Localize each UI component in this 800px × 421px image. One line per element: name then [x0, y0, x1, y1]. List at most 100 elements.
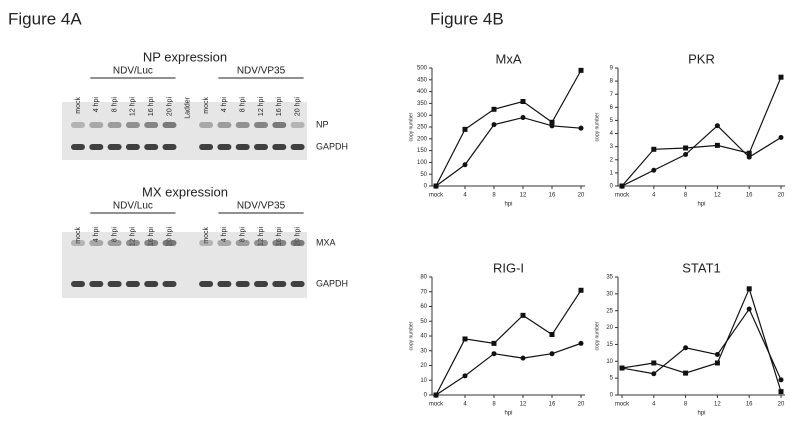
lane-label: 4 hpi [93, 97, 100, 113]
point [491, 122, 497, 128]
band [235, 281, 250, 287]
panel-title: NP expression [143, 49, 227, 64]
band [217, 122, 232, 128]
y-tick-label: 20 [420, 363, 427, 369]
point [549, 351, 555, 357]
band [107, 281, 122, 287]
band [272, 144, 287, 150]
point [520, 99, 526, 105]
x-tick-label: 16 [549, 193, 556, 199]
series-line [435, 70, 582, 187]
band [272, 122, 287, 128]
figure-b-title: Figure 4B [430, 9, 504, 28]
y-tick-label: 6 [610, 105, 614, 111]
lane-label: 8 hpi [240, 227, 247, 243]
point [651, 371, 657, 377]
lane-label: 16 hpi [148, 227, 155, 247]
band [125, 122, 140, 128]
band [162, 281, 177, 287]
point [714, 360, 720, 366]
y-tick-label: 350 [417, 101, 428, 107]
y-tick-label: 70 [420, 289, 427, 295]
y-tick-label: 9 [610, 66, 614, 72]
lane-label: 12 hpi [130, 227, 137, 247]
y-tick-label: 80 [420, 275, 427, 281]
point [714, 142, 720, 148]
band [125, 281, 140, 287]
lane-label: 20 hpi [294, 97, 301, 117]
band-label: GAPDH [316, 278, 348, 288]
band [254, 122, 268, 128]
point [683, 145, 689, 151]
y-tick-label: 250 [417, 125, 428, 131]
series-line [435, 116, 582, 187]
lane-label: 16 hpi [276, 227, 283, 247]
group-label: NDV/Luc [113, 201, 153, 212]
band [217, 144, 232, 150]
point [778, 389, 784, 395]
lane-label: mock [203, 227, 210, 244]
band [125, 240, 140, 246]
y-tick-label: 2 [610, 157, 614, 163]
point [651, 146, 657, 152]
series-line [435, 289, 582, 396]
group-label: NDV/VP35 [237, 66, 286, 77]
band [71, 144, 85, 150]
y-axis-label: copy number [408, 112, 414, 141]
point [746, 154, 752, 160]
band [162, 122, 177, 128]
band [199, 122, 214, 128]
y-tick-label: 0 [424, 184, 428, 190]
y-axis-label: copy number [594, 112, 600, 141]
y-tick-label: 40 [420, 334, 427, 340]
x-tick-label: mock [429, 193, 444, 199]
band [254, 281, 268, 287]
band [89, 144, 104, 150]
x-tick-label: 20 [778, 193, 785, 199]
band [71, 122, 85, 128]
figure-a-title: Figure 4A [8, 9, 82, 28]
point [651, 167, 657, 173]
point [651, 360, 657, 366]
band [199, 281, 214, 287]
series-line [435, 342, 582, 396]
chart-title: RIG-I [493, 260, 524, 275]
point [578, 67, 584, 73]
y-tick-label: 300 [417, 113, 428, 119]
x-axis-label: hpi [697, 411, 705, 417]
band [107, 122, 122, 128]
y-tick-label: 15 [606, 342, 613, 348]
series-line [621, 124, 782, 187]
x-tick-label: 12 [520, 402, 527, 408]
band [272, 240, 287, 246]
lane-label: 4 hpi [93, 227, 100, 243]
band [107, 144, 122, 150]
x-axis-label: hpi [697, 202, 705, 208]
lane-label: mock [75, 97, 82, 114]
point [462, 373, 468, 379]
series-line [621, 76, 782, 187]
chart-title: STAT1 [682, 260, 721, 275]
lane-label: 12 hpi [130, 97, 137, 117]
band [107, 240, 122, 246]
point [778, 377, 784, 383]
y-tick-label: 35 [606, 275, 613, 281]
point [462, 126, 468, 132]
x-tick-label: mock [615, 193, 630, 199]
band-label: NP [316, 119, 329, 129]
lane-label: 4 hpi [221, 97, 228, 113]
point [778, 134, 784, 140]
x-tick-label: 4 [463, 402, 467, 408]
x-tick-label: 4 [652, 402, 656, 408]
point [714, 352, 720, 358]
band [89, 240, 104, 246]
band [217, 240, 232, 246]
series-line [621, 287, 782, 392]
y-tick-label: 5 [610, 376, 614, 382]
point [578, 340, 584, 346]
band [89, 281, 104, 287]
y-tick-label: 0 [424, 393, 428, 399]
series-line [621, 307, 782, 381]
x-tick-label: 8 [492, 193, 496, 199]
